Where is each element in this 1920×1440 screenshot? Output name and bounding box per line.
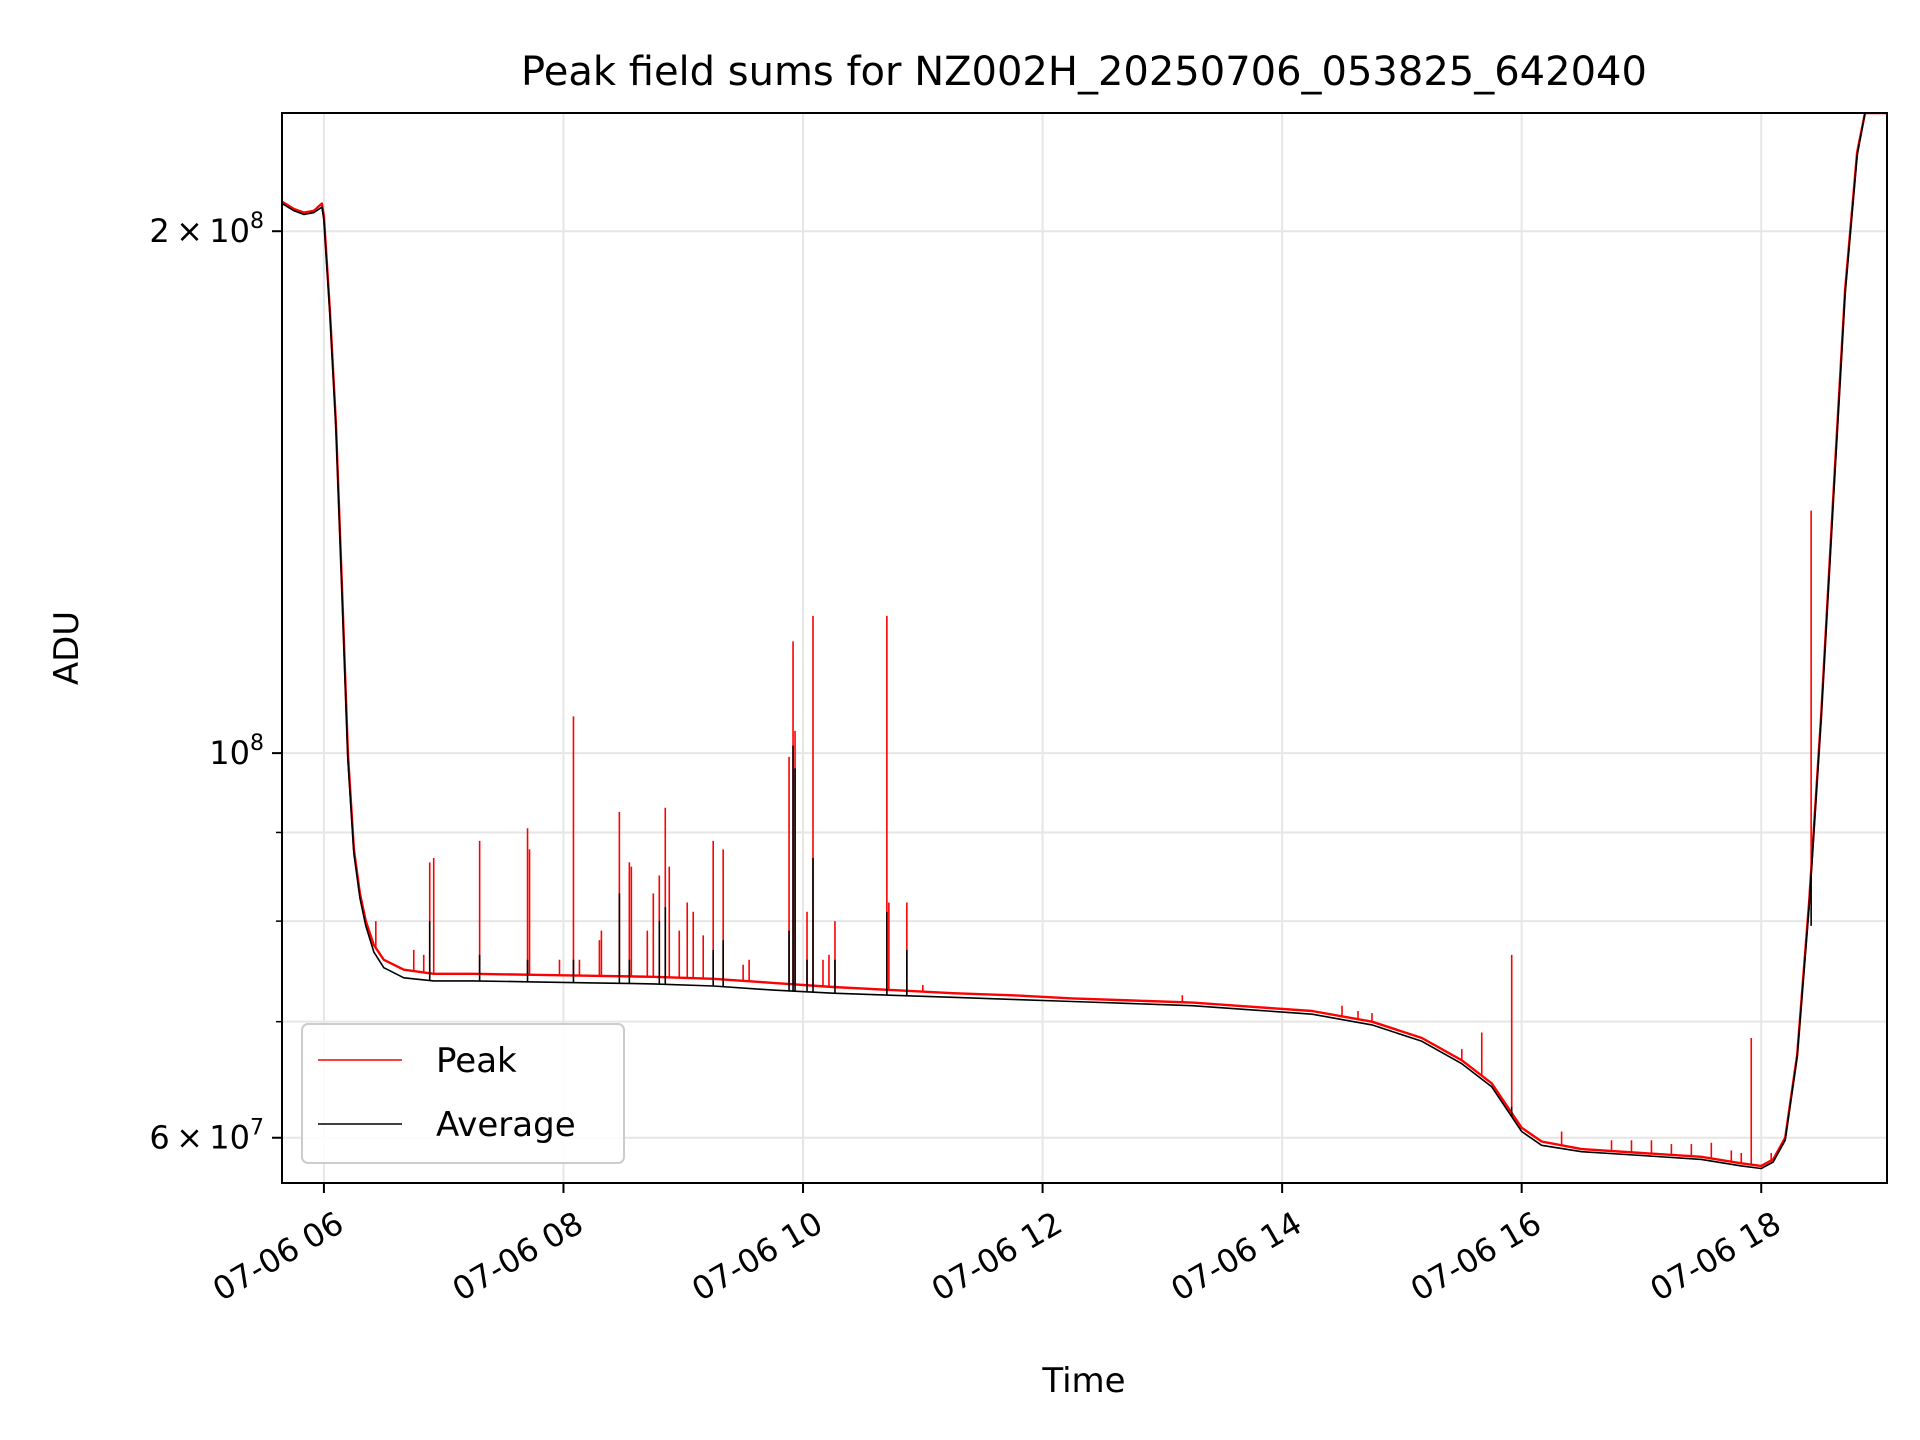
- y-tick-label: 6 × 107: [149, 1116, 264, 1157]
- y-axis-label: ADU: [47, 611, 87, 685]
- legend: Peak Average: [301, 1023, 625, 1164]
- legend-box: [301, 1023, 625, 1164]
- legend-label-average: Average: [436, 1105, 576, 1145]
- series-line-average: [282, 113, 1887, 1170]
- series-layer: [282, 113, 1887, 1170]
- chart-title: Peak field sums for NZ002H_20250706_0538…: [521, 49, 1647, 95]
- x-axis-label: Time: [1041, 1361, 1125, 1401]
- y-tick-label: 2 × 108: [149, 209, 264, 250]
- legend-label-peak: Peak: [436, 1041, 517, 1081]
- plot-frame: [281, 112, 1888, 1184]
